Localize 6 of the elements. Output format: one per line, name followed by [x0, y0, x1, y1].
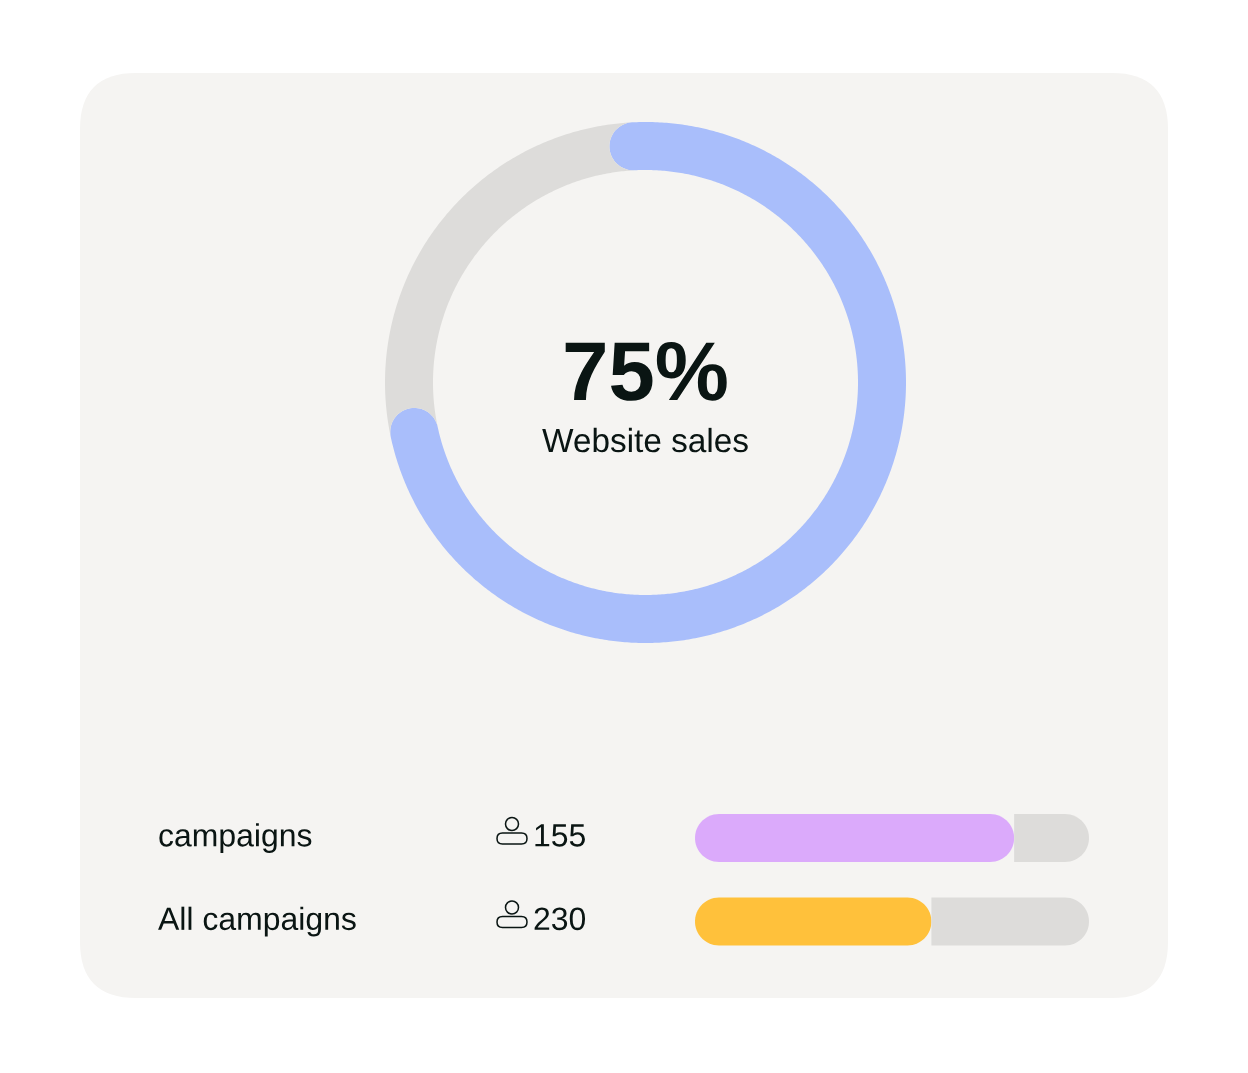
text: 155	[535, 824, 585, 847]
text: 230	[534, 907, 586, 931]
slice-label: Website sales	[542, 427, 748, 453]
data-label: 75%	[565, 342, 727, 401]
y-tick-label: All campaigns	[158, 906, 356, 937]
y-tick-label: campaigns	[159, 823, 312, 853]
